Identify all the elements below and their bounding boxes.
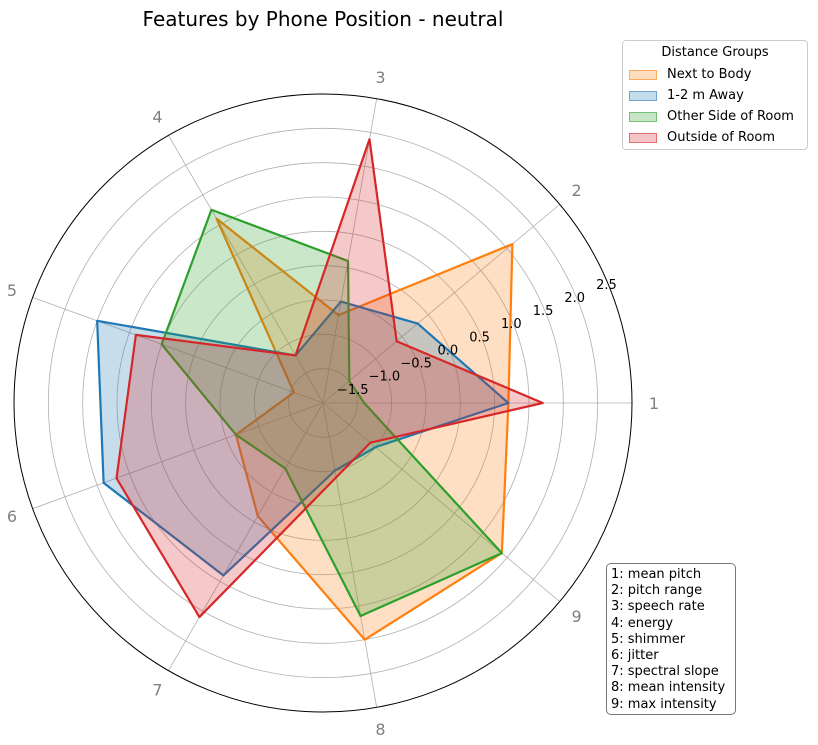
series-fill-outside-of-room [116, 139, 543, 618]
chart-title: Features by Phone Position - neutral [143, 7, 504, 31]
axis-label-1: 1 [649, 394, 659, 413]
axis-label-4: 4 [152, 107, 162, 126]
legend-label: Outside of Room [667, 130, 776, 145]
legend-item-other-side-of-room: Other Side of Room [629, 109, 794, 124]
feature-key-item: 8: mean intensity [611, 680, 726, 696]
series-fill-1-2-m-away [97, 301, 509, 576]
angular-gridline [322, 98, 378, 404]
feature-key-item: 3: speech rate [611, 599, 705, 615]
legend-title: Distance Groups [661, 45, 769, 60]
axis-label-8: 8 [375, 720, 385, 739]
axis-label-7: 7 [152, 681, 162, 700]
feature-key-item: 5: shimmer [611, 631, 686, 647]
feature-key-item: 2: pitch range [611, 583, 703, 599]
axis-label-3: 3 [375, 68, 385, 87]
legend-item-next-to-body: Next to Body [629, 67, 751, 82]
radial-tick-label: −1.0 [369, 370, 401, 385]
radial-tick-label: 1.5 [533, 304, 554, 319]
legend-swatch [629, 132, 657, 143]
radial-tick-label: 2.5 [596, 278, 617, 293]
angular-gridline [32, 402, 324, 510]
feature-key-item: 1: mean pitch [611, 567, 702, 582]
polar-frame [13, 93, 633, 713]
radar-label-layer: 1 2 3 4 5 6 7 8 9 −1.5−1.0−0.5 0.0 0.5 1.0 1.5 2.0 2.5 [7, 68, 659, 739]
legend-label: Next to Body [667, 67, 752, 82]
legend: Distance Groups Next to Body 1-2 m Away … [622, 40, 808, 150]
axis-label-9: 9 [571, 607, 581, 626]
legend-swatch [629, 111, 657, 122]
series-line-outside-of-room [115, 138, 544, 619]
radial-tick-label: 0.5 [469, 330, 490, 345]
feature-key-box: 1: mean pitch 2: pitch range 3: speech r… [606, 563, 736, 715]
legend-label: Other Side of Room [667, 109, 794, 124]
axis-label-5: 5 [7, 281, 17, 300]
angular-gridline [168, 135, 324, 404]
angular-gridline [168, 402, 324, 671]
feature-key-item: 4: energy [611, 615, 674, 631]
axis-label-2: 2 [571, 181, 581, 200]
series-fill-other-side-of-room [161, 209, 502, 617]
radar-grid [13, 93, 633, 713]
series-line-other-side-of-room [160, 208, 503, 618]
series-line-next-to-body [215, 217, 514, 641]
legend-item-1-2-m-away: 1-2 m Away [629, 88, 744, 103]
legend-swatch [629, 69, 657, 80]
angular-gridline [322, 402, 378, 708]
radial-tick-label: 2.0 [564, 291, 585, 306]
legend-swatch [629, 90, 657, 101]
angular-gridline [322, 402, 560, 602]
axis-label-6: 6 [7, 507, 17, 526]
radial-tick-label: 1.0 [501, 317, 522, 332]
angular-gridline [322, 204, 560, 404]
series-fill-next-to-body [216, 218, 513, 640]
feature-key-item: 9: max intensity [611, 696, 717, 712]
angular-gridline [32, 296, 324, 404]
radial-tick-label: −0.5 [400, 357, 432, 372]
radial-tick-label: −1.5 [337, 383, 369, 398]
legend-label: 1-2 m Away [667, 88, 744, 103]
feature-key-item: 7: spectral slope [611, 664, 719, 680]
feature-key-item: 6: jitter [611, 648, 659, 664]
radial-tick-label: 0.0 [438, 343, 459, 358]
radar-series-layer [96, 138, 544, 641]
legend-item-outside-of-room: Outside of Room [629, 130, 775, 145]
